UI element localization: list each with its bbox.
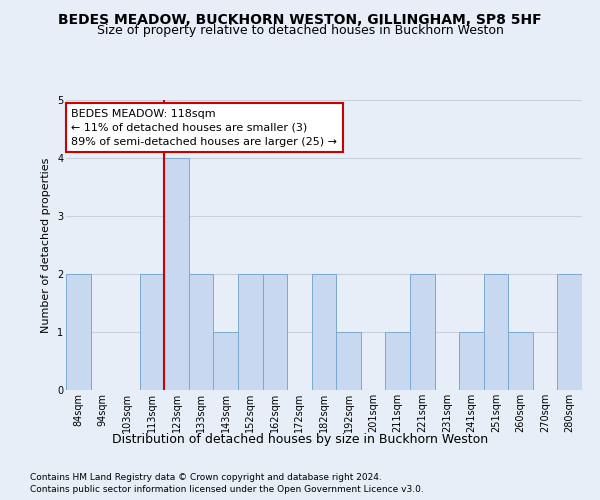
Bar <box>484 274 508 390</box>
Bar <box>140 274 164 390</box>
Bar <box>189 274 214 390</box>
Text: BEDES MEADOW, BUCKHORN WESTON, GILLINGHAM, SP8 5HF: BEDES MEADOW, BUCKHORN WESTON, GILLINGHA… <box>58 12 542 26</box>
Bar <box>557 274 582 390</box>
Y-axis label: Number of detached properties: Number of detached properties <box>41 158 52 332</box>
Bar <box>164 158 189 390</box>
Text: Distribution of detached houses by size in Buckhorn Weston: Distribution of detached houses by size … <box>112 432 488 446</box>
Bar <box>263 274 287 390</box>
Bar <box>508 332 533 390</box>
Bar <box>66 274 91 390</box>
Text: Size of property relative to detached houses in Buckhorn Weston: Size of property relative to detached ho… <box>97 24 503 37</box>
Bar <box>238 274 263 390</box>
Text: BEDES MEADOW: 118sqm
← 11% of detached houses are smaller (3)
89% of semi-detach: BEDES MEADOW: 118sqm ← 11% of detached h… <box>71 108 337 146</box>
Bar <box>312 274 336 390</box>
Bar <box>459 332 484 390</box>
Bar <box>214 332 238 390</box>
Bar <box>385 332 410 390</box>
Bar <box>410 274 434 390</box>
Bar <box>336 332 361 390</box>
Text: Contains HM Land Registry data © Crown copyright and database right 2024.: Contains HM Land Registry data © Crown c… <box>30 472 382 482</box>
Text: Contains public sector information licensed under the Open Government Licence v3: Contains public sector information licen… <box>30 485 424 494</box>
